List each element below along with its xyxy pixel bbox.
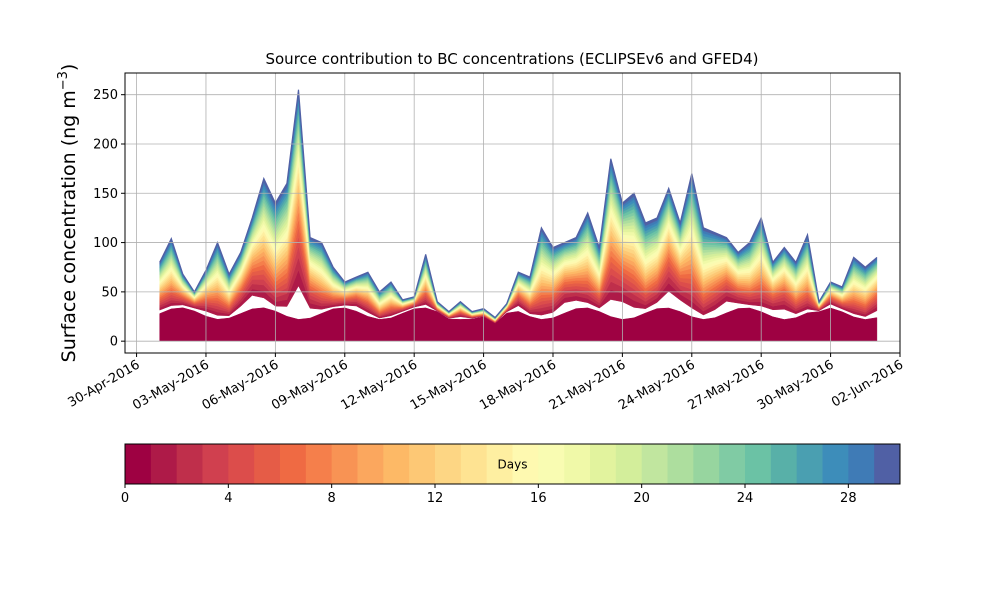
colorbar-tick-label: 0 <box>121 491 129 506</box>
colorbar-swatch <box>770 444 798 484</box>
colorbar-label: Days <box>498 458 528 472</box>
colorbar-swatch <box>745 444 772 484</box>
colorbar-swatch <box>693 444 720 484</box>
y-tick-label: 100 <box>93 236 118 251</box>
colorbar-tick-label: 8 <box>328 491 336 506</box>
y-axis-label-text: Surface concentration (ng m <box>58 90 80 362</box>
colorbar-swatch <box>150 444 178 484</box>
colorbar-swatch <box>331 444 358 484</box>
y-axis-label-exponent: −3 <box>56 71 71 90</box>
y-tick-label: 0 <box>110 335 118 350</box>
colorbar: Days 0 4 8 12 16 20 24 28 <box>121 443 901 506</box>
colorbar-swatch <box>848 444 875 484</box>
colorbar-swatch <box>202 444 229 484</box>
colorbar-swatch <box>538 444 565 484</box>
svg-text:Surface concentration (ng m−3): Surface concentration (ng m−3) <box>56 64 80 363</box>
colorbar-tick-label: 28 <box>840 491 857 506</box>
colorbar-swatch <box>667 444 694 484</box>
y-tick-label: 50 <box>101 285 118 300</box>
colorbar-swatch <box>125 444 152 484</box>
colorbar-swatch <box>615 444 643 484</box>
stacked-area-series <box>159 89 878 342</box>
y-axis-label-close: ) <box>58 64 80 71</box>
colorbar-swatch <box>641 444 668 484</box>
chart-title: Source contribution to BC concentrations… <box>265 50 758 68</box>
colorbar-swatch <box>254 444 281 484</box>
colorbar-swatch <box>486 444 513 484</box>
colorbar-swatch <box>590 444 617 484</box>
colorbar-swatch <box>874 444 901 484</box>
y-tick-label: 250 <box>93 88 118 103</box>
colorbar-swatch <box>176 444 203 484</box>
colorbar-swatch <box>719 444 746 484</box>
grid-lines <box>125 73 901 353</box>
colorbar-tick-label: 16 <box>530 491 547 506</box>
colorbar-swatch <box>228 444 255 484</box>
colorbar-tick-label: 20 <box>633 491 650 506</box>
y-axis: 0 50 100 150 200 250 <box>93 88 125 350</box>
colorbar-tick-label: 24 <box>737 491 754 506</box>
colorbar-swatch <box>796 444 823 484</box>
y-tick-label: 200 <box>93 137 118 152</box>
colorbar-swatch <box>305 444 333 484</box>
colorbar-swatch <box>435 444 462 484</box>
colorbar-swatch <box>460 444 488 484</box>
colorbar-swatch <box>357 444 384 484</box>
colorbar-tick-label: 12 <box>427 491 444 506</box>
colorbar-swatch <box>822 444 849 484</box>
y-axis-label: Surface concentration (ng m−3) <box>56 64 80 363</box>
colorbar-frame <box>124 443 901 485</box>
colorbar-swatch <box>280 444 307 484</box>
axes-frame <box>124 72 901 354</box>
colorbar-swatch <box>409 444 436 484</box>
plot-background <box>125 73 900 353</box>
colorbar-swatch <box>564 444 591 484</box>
y-tick-label: 150 <box>93 187 118 202</box>
total-line <box>159 89 878 319</box>
colorbar-tick-label: 4 <box>224 491 232 506</box>
colorbar-swatch <box>383 444 410 484</box>
colorbar-swatch <box>512 444 539 484</box>
